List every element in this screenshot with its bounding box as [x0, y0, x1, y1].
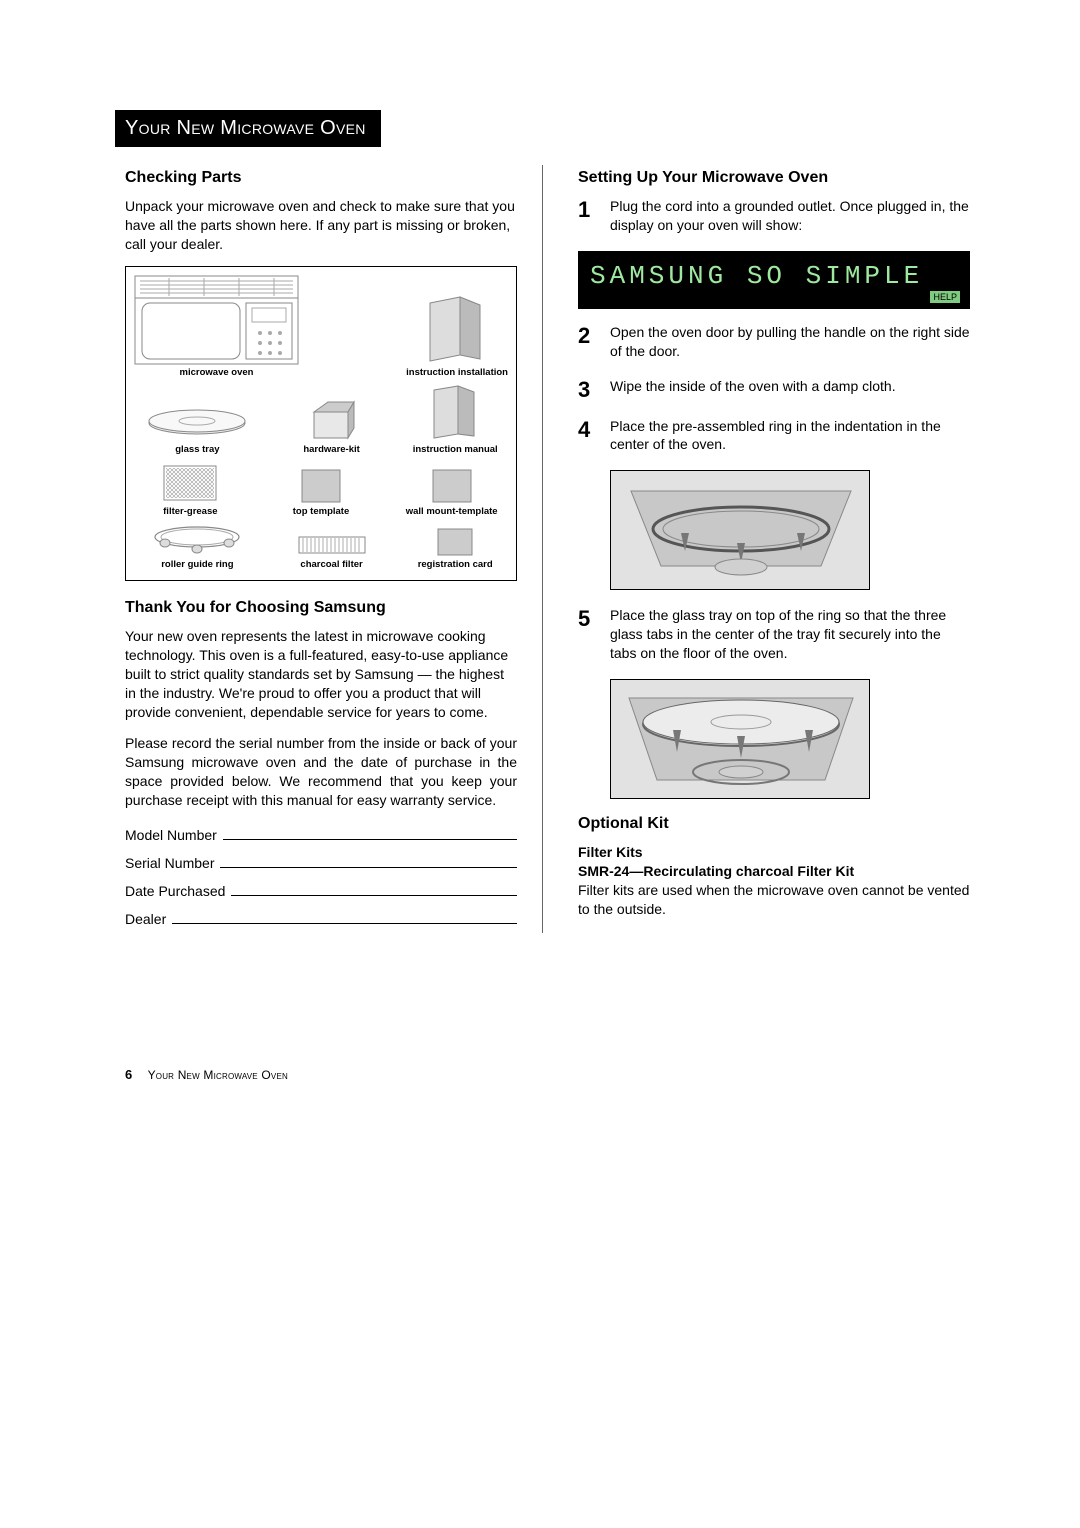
- model-number-label: Model Number: [125, 821, 217, 849]
- help-badge: HELP: [930, 291, 960, 303]
- roller-ring-icon: [151, 523, 243, 557]
- registration-card-icon: [436, 527, 474, 557]
- model-number-row: Model Number: [125, 821, 517, 849]
- part-roller-guide-ring: roller guide ring: [134, 523, 261, 570]
- two-column-layout: Checking Parts Unpack your microwave ove…: [125, 165, 970, 933]
- dealer-label: Dealer: [125, 905, 166, 933]
- part-label: roller guide ring: [161, 560, 233, 570]
- part-label: registration card: [418, 560, 493, 570]
- step-1: 1 Plug the cord into a grounded outlet. …: [578, 197, 970, 235]
- charcoal-filter-icon: [297, 535, 367, 557]
- part-top-template: top template: [265, 468, 378, 517]
- parts-figure: microwave oven instruction installation: [125, 266, 517, 582]
- page-title: Your New Microwave Oven: [115, 110, 381, 147]
- part-microwave-oven: microwave oven: [134, 275, 299, 378]
- part-label: glass tray: [175, 445, 219, 455]
- part-label: wall mount-template: [406, 507, 498, 517]
- footer-title: Your New Microwave Oven: [148, 1068, 288, 1082]
- part-instruction-installation: instruction installation: [406, 295, 508, 378]
- tray-placement-figure: [610, 679, 870, 799]
- page-footer: 6 Your New Microwave Oven: [125, 1067, 288, 1082]
- step-number: 2: [578, 323, 596, 361]
- model-number-line: [223, 826, 517, 840]
- left-column: Checking Parts Unpack your microwave ove…: [125, 165, 543, 933]
- display-text: SAMSUNG SO SIMPLE: [590, 261, 923, 291]
- microwave-oven-icon: [134, 275, 299, 365]
- part-hardware-kit: hardware-kit: [279, 398, 385, 455]
- record-table: Model Number Serial Number Date Purchase…: [125, 821, 517, 933]
- step-3-text: Wipe the inside of the oven with a damp …: [610, 377, 970, 401]
- optional-kit-text: Filter kits are used when the microwave …: [578, 881, 970, 919]
- step-3: 3 Wipe the inside of the oven with a dam…: [578, 377, 970, 401]
- date-purchased-row: Date Purchased: [125, 877, 517, 905]
- step-2: 2 Open the oven door by pulling the hand…: [578, 323, 970, 361]
- part-charcoal-filter: charcoal filter: [279, 535, 385, 570]
- date-purchased-line: [231, 882, 517, 896]
- page-number: 6: [125, 1067, 132, 1082]
- oven-display: SAMSUNG SO SIMPLE HELP: [578, 251, 970, 309]
- setup-heading: Setting Up Your Microwave Oven: [578, 169, 970, 187]
- step-number: 5: [578, 606, 596, 663]
- setup-steps: 1 Plug the cord into a grounded outlet. …: [578, 197, 970, 235]
- thank-you-p2: Please record the serial number from the…: [125, 734, 517, 810]
- part-label: filter-grease: [163, 507, 217, 517]
- step-4: 4 Place the pre-assembled ring in the in…: [578, 417, 970, 455]
- wall-template-icon: [431, 468, 473, 504]
- step-number: 3: [578, 377, 596, 401]
- part-label: top template: [293, 507, 349, 517]
- step-2-text: Open the oven door by pulling the handle…: [610, 323, 970, 361]
- glass-tray-icon: [147, 408, 247, 442]
- filter-kits-subheading: Filter Kits: [578, 843, 970, 862]
- part-registration-card: registration card: [402, 527, 508, 570]
- part-label: instruction installation: [406, 368, 508, 378]
- step-1-text: Plug the cord into a grounded outlet. On…: [610, 198, 969, 233]
- step-5: 5 Place the glass tray on top of the rin…: [578, 606, 970, 663]
- step-5-text: Place the glass tray on top of the ring …: [610, 606, 970, 663]
- dealer-line: [172, 910, 517, 924]
- checking-parts-intro: Unpack your microwave oven and check to …: [125, 197, 517, 254]
- date-purchased-label: Date Purchased: [125, 877, 225, 905]
- thank-you-heading: Thank You for Choosing Samsung: [125, 599, 517, 617]
- part-instruction-manual: instruction manual: [402, 384, 508, 455]
- serial-number-line: [220, 854, 517, 868]
- part-wall-mount-template: wall mount-template: [395, 468, 508, 517]
- serial-number-label: Serial Number: [125, 849, 214, 877]
- smr24-subheading: SMR-24—Recirculating charcoal Filter Kit: [578, 862, 970, 881]
- step-number: 4: [578, 417, 596, 455]
- part-filter-grease: filter-grease: [134, 462, 247, 517]
- thank-you-p1: Your new oven represents the latest in m…: [125, 627, 517, 721]
- ring-placement-figure: [610, 470, 870, 590]
- manual-icon: [432, 384, 478, 442]
- hardware-kit-icon: [308, 398, 356, 442]
- step-number: 1: [578, 197, 596, 235]
- dealer-row: Dealer: [125, 905, 517, 933]
- serial-number-row: Serial Number: [125, 849, 517, 877]
- filter-grease-icon: [160, 462, 220, 504]
- checking-parts-heading: Checking Parts: [125, 169, 517, 187]
- top-template-icon: [300, 468, 342, 504]
- optional-kit-body: Filter Kits SMR-24—Recirculating charcoa…: [578, 843, 970, 919]
- booklet-icon: [428, 295, 486, 365]
- part-label: hardware-kit: [303, 445, 360, 455]
- optional-kit-heading: Optional Kit: [578, 815, 970, 833]
- step-4-text: Place the pre-assembled ring in the inde…: [610, 417, 970, 455]
- part-label: microwave oven: [180, 368, 254, 378]
- part-glass-tray: glass tray: [134, 408, 261, 455]
- right-column: Setting Up Your Microwave Oven 1 Plug th…: [573, 165, 970, 933]
- part-label: charcoal filter: [300, 560, 362, 570]
- part-label: instruction manual: [413, 445, 498, 455]
